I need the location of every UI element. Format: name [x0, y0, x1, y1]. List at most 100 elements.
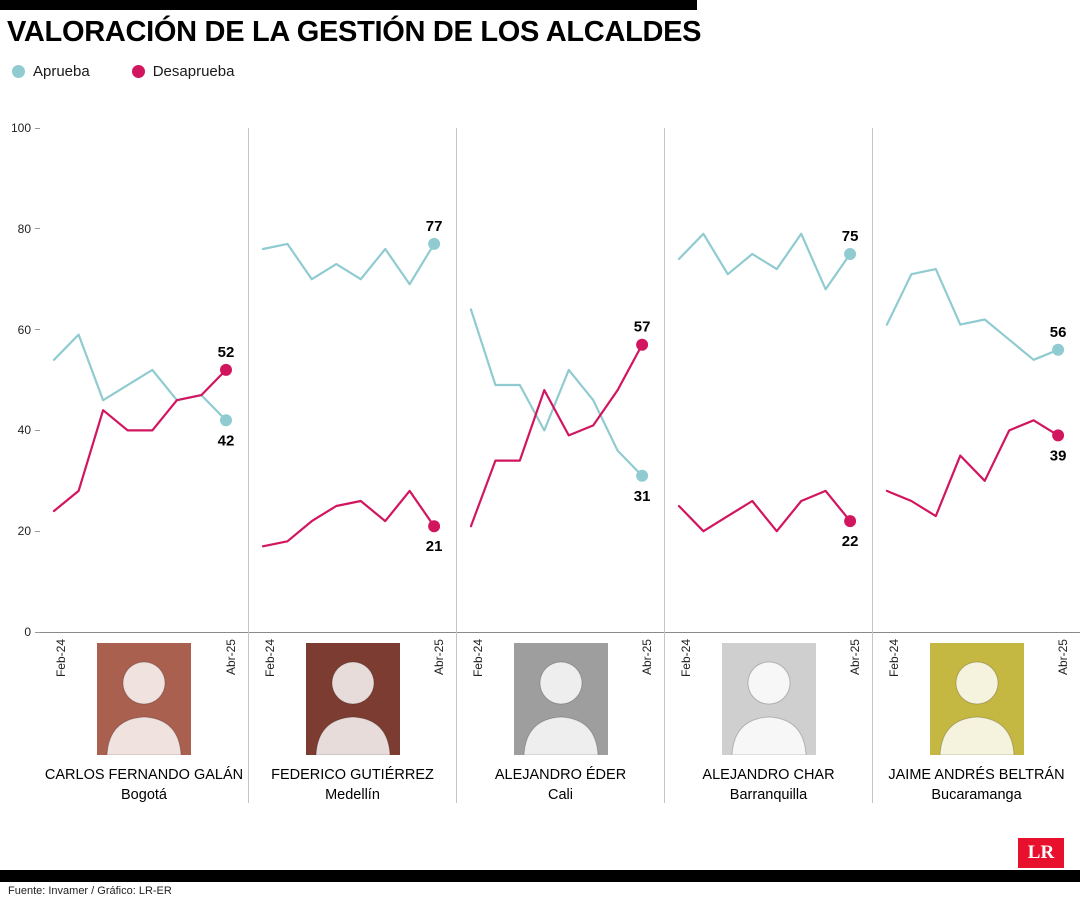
aprueba-line [677, 232, 852, 291]
x-tick-start: Feb-24 [887, 639, 901, 678]
aprueba-end-dot [1052, 343, 1065, 356]
y-axis-label: 100 [11, 121, 40, 135]
aprueba-end-dot [636, 469, 649, 482]
photo-row: Feb-24 Abr-25 [665, 633, 872, 761]
legend-item-aprueba: Aprueba [12, 63, 90, 80]
desaprueba-end-label: 22 [842, 533, 859, 550]
x-tick-start: Feb-24 [54, 639, 68, 678]
aprueba-end-label: 42 [218, 432, 235, 449]
person-silhouette-icon [314, 661, 391, 755]
mayor-city: Cali [548, 787, 573, 803]
line-chart: 42 52 [40, 333, 248, 633]
line-chart: 77 21 [249, 218, 456, 633]
y-axis-label: 40 [18, 423, 40, 437]
aprueba-end-dot [428, 237, 441, 250]
aprueba-line [885, 268, 1060, 361]
x-tick-start: Feb-24 [679, 639, 693, 678]
panels: 42 52 Feb-24 Abr-25 CARLOS FERNANDO GALÁN… [40, 128, 1080, 803]
aprueba-end-dot [844, 248, 857, 260]
lr-logo: LR [1018, 838, 1064, 868]
mayor-city: Medellín [325, 787, 380, 803]
mayor-name: FEDERICO GUTIÉRREZ [271, 767, 434, 783]
mayor-city: Bucaramanga [931, 787, 1022, 803]
person-silhouette-icon [106, 661, 182, 755]
y-axis-label-text: 100 [10, 121, 31, 135]
x-tick-end: Abr-25 [432, 639, 446, 676]
aprueba-end-label: 75 [842, 228, 859, 245]
y-tick-mark [35, 127, 40, 129]
y-axis-label: 20 [18, 524, 40, 538]
mayor-name: CARLOS FERNANDO GALÁN [44, 767, 244, 783]
line-chart: 56 39 [873, 268, 1080, 633]
mayor-photo [929, 643, 1024, 755]
aprueba-end-label: 31 [634, 488, 651, 505]
page-title: VALORACIÓN DE LA GESTIÓN DE LOS ALCALDES [7, 16, 702, 48]
bottom-accent-bar [0, 870, 1080, 882]
desaprueba-end-label: 57 [634, 319, 651, 336]
legend-label-aprueba: Aprueba [33, 63, 90, 80]
y-axis-label: 60 [18, 323, 40, 337]
desaprueba-end-dot [636, 338, 649, 351]
mayor-name: ALEJANDRO ÉDER [494, 767, 627, 783]
mayor-photo [721, 643, 816, 755]
top-accent-bar [0, 0, 697, 10]
aprueba-end-label: 56 [1050, 324, 1067, 341]
x-tick-end: Abr-25 [224, 639, 238, 676]
person-silhouette-icon [730, 661, 807, 755]
desaprueba-line [885, 419, 1060, 518]
person-silhouette-icon [522, 661, 599, 755]
desaprueba-end-label: 21 [426, 538, 443, 555]
source-credit: Fuente: Invamer / Gráfico: LR-ER [8, 885, 172, 897]
mayor-panel: 42 52 Feb-24 Abr-25 CARLOS FERNANDO GALÁN… [40, 128, 248, 803]
photo-row: Feb-24 Abr-25 [457, 633, 664, 761]
aprueba-end-dot [220, 414, 232, 427]
desaprueba-line [677, 489, 852, 533]
y-tick-mark [35, 429, 40, 431]
y-axis-label: 80 [18, 222, 40, 236]
legend-label-desaprueba: Desaprueba [152, 63, 235, 80]
mayor-name: JAIME ANDRÉS BELTRÁN [888, 767, 1065, 783]
mayor-photo [97, 643, 191, 755]
desaprueba-end-dot [220, 363, 232, 376]
mayor-panel: 75 22 Feb-24 Abr-25 ALEJANDRO CHAR Barran… [664, 128, 872, 803]
y-axis-label: 0 [24, 625, 40, 639]
y-tick-mark [35, 631, 40, 633]
mayor-panel: 31 57 Feb-24 Abr-25 ALEJANDRO ÉDER Cali [456, 128, 664, 803]
mayor-panel: 77 21 Feb-24 Abr-25 FEDERICO GUTIÉRREZ Me… [248, 128, 456, 803]
desaprueba-end-dot [844, 515, 857, 528]
lr-logo-text: LR [1027, 842, 1055, 863]
y-axis-label-text: 40 [17, 423, 31, 438]
desaprueba-end-dot [428, 520, 441, 533]
aprueba-line [469, 308, 644, 477]
photo-row: Feb-24 Abr-25 [873, 633, 1080, 761]
aprueba-dot-icon [12, 65, 25, 78]
mayor-panel: 56 39 Feb-24 Abr-25 JAIME ANDRÉS BELTRÁN … [872, 128, 1080, 803]
line-chart: 31 57 [457, 308, 664, 633]
y-axis: 0 20 40 60 80 100 [0, 121, 40, 639]
photo-row: Feb-24 Abr-25 [40, 633, 248, 761]
y-tick-mark [35, 530, 40, 532]
x-tick-start: Feb-24 [471, 639, 485, 678]
mayor-city: Bogotá [121, 787, 167, 803]
x-tick-end: Abr-25 [1056, 639, 1070, 676]
aprueba-line [52, 333, 228, 422]
desaprueba-line [469, 343, 644, 528]
desaprueba-end-label: 39 [1050, 447, 1067, 464]
mayor-name: ALEJANDRO CHAR [702, 767, 835, 783]
x-tick-start: Feb-24 [263, 639, 277, 678]
mayor-photo [305, 643, 400, 755]
mayor-city: Barranquilla [729, 787, 808, 803]
y-axis-label-text: 80 [17, 221, 31, 236]
desaprueba-end-dot [1052, 429, 1065, 442]
legend-item-desaprueba: Desaprueba [131, 63, 235, 80]
desaprueba-end-label: 52 [218, 344, 235, 361]
photo-row: Feb-24 Abr-25 [249, 633, 456, 761]
x-tick-end: Abr-25 [848, 639, 862, 676]
aprueba-line [261, 242, 436, 286]
y-axis-label-text: 20 [17, 524, 31, 539]
y-axis-label-text: 60 [17, 322, 31, 337]
person-silhouette-icon [938, 661, 1015, 755]
y-tick-mark [35, 329, 40, 331]
x-tick-end: Abr-25 [640, 639, 654, 676]
